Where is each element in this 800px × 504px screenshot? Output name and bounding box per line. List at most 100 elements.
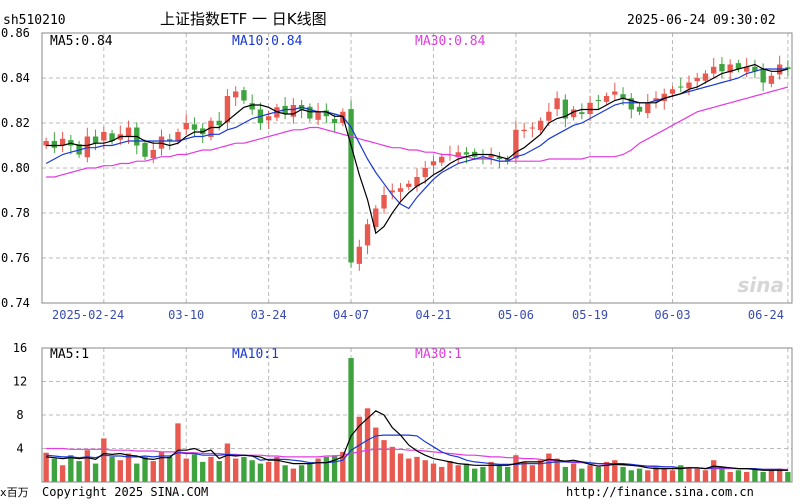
volume-bar [669,470,676,482]
volume-bar [356,416,362,482]
volume-bar [587,465,593,482]
volume-bar [743,471,750,482]
volume-bar [381,440,387,482]
candle-body [529,127,536,129]
volume-bar [373,427,379,482]
candle-body [274,107,280,118]
volume-bar [645,470,651,482]
candle-body [496,157,503,159]
volume-bar [307,463,313,482]
candle-body [678,86,684,88]
price-legend-item: MA30:0.84 [415,34,486,49]
candle-body [208,120,214,137]
volume-bar [224,443,231,482]
candle-body [397,188,404,192]
volume-bar [711,460,717,482]
candle-body [760,68,766,83]
volume-bar [422,460,428,482]
candle-body [422,168,428,177]
candle-body [373,208,379,227]
candle-body [702,73,709,81]
candle-body [661,93,667,101]
volume-bar [331,455,338,482]
candle-body [711,66,717,74]
candle-body [150,150,156,159]
volume-bar [504,466,511,482]
candle-body [43,141,49,146]
candle-body [752,66,758,72]
candle-body [233,91,239,98]
volume-bar [414,456,420,482]
date-tick-label: 04-07 [333,308,369,322]
volume-legend-item: MA5:1 [50,347,89,362]
volume-bar [686,466,692,482]
volume-bar [661,468,667,482]
candle-body [348,109,354,263]
volume-bar [579,468,585,482]
candle-body [612,91,618,95]
date-axis: 2025-02-24 03-10 03-24 04-07 04-21 05-06 05-19… [52,308,784,322]
date-tick-label: 06-03 [654,308,690,322]
candle-body [175,132,181,141]
volume-bar [603,461,610,482]
volume-bar [167,456,173,482]
candle-body [158,136,165,149]
price-ma5-line [46,63,789,235]
candle-body [669,89,676,94]
volume-bar [595,466,601,482]
date-tick-label: 03-10 [168,308,204,322]
candle-body [653,98,659,102]
volume-bars [43,358,791,482]
price-tick-label: 0.78 [1,206,30,220]
volume-bar [768,470,775,482]
volume-bar [727,471,733,482]
candle-body [694,78,700,82]
candle-body [323,110,330,117]
volume-ma-lines [46,410,788,471]
volume-bar [480,466,486,482]
volume-bar [348,358,354,482]
volume-bar [521,461,527,482]
candle-body [521,129,527,132]
volume-frame [41,347,793,483]
volume-bar [570,463,577,482]
chart-title: 上证指数ETF 一 日K线图 [160,10,327,28]
candle-body [785,67,791,69]
candle-body [463,152,470,155]
candle-body [620,94,626,99]
datetime-label: 2025-06-24 09:30:02 [627,13,776,28]
candle-body [570,109,577,118]
price-tick-label: 0.76 [1,251,30,265]
volume-bar [183,458,189,482]
volume-bar [653,466,659,482]
price-tick-label: 0.80 [1,161,30,175]
candle-body [743,66,750,72]
volume-bar [785,471,791,482]
candle-body [537,120,544,131]
candle-body [488,154,494,158]
copyright-text: Copyright 2025 SINA.COM [42,485,208,499]
volume-bar [406,458,412,482]
volume-bar [439,466,445,482]
symbol-label: sh510210 [3,13,66,28]
date-tick-label: 06-24 [748,308,784,322]
volume-bar [554,458,560,482]
candle-body [125,127,132,137]
volume-bar [447,461,453,482]
candle-body [504,159,511,162]
candle-body [307,106,313,119]
sina-watermark: sina [738,273,785,297]
candle-body [439,156,445,163]
volume-bar [628,470,634,482]
volume-vol_ma10-line [46,434,788,471]
price-grid [42,32,792,304]
volume-bar [323,456,330,482]
candle-body [455,152,461,158]
price-y-axis: 0.86 0.84 0.82 0.80 0.78 0.76 0.74 [1,26,30,310]
volume-panel: 16 12 8 4 MA5:1 MA10:1 MA30:1 [13,341,793,483]
candle-body [587,102,593,114]
volume-bar [233,458,239,482]
candle-body [142,142,148,157]
candle-body [406,183,412,187]
volume-bar [290,468,297,482]
